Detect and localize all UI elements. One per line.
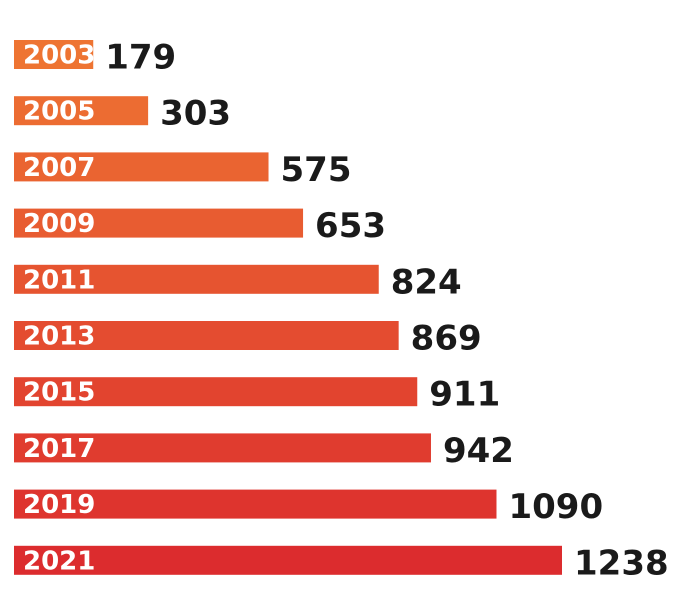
category-label-2005: 2005 [23, 97, 95, 127]
bar-2021 [14, 545, 562, 575]
bar-2015 [14, 377, 418, 407]
category-label-2019: 2019 [23, 490, 95, 520]
value-label-2005: 303 [160, 94, 231, 134]
bar-2011 [14, 264, 379, 294]
category-label-2009: 2009 [23, 209, 95, 239]
value-label-2007: 575 [281, 150, 352, 190]
value-label-2011: 824 [391, 262, 462, 302]
bar-2007 [14, 152, 269, 182]
category-label-2017: 2017 [23, 434, 95, 464]
value-label-2015: 911 [429, 375, 500, 415]
value-label-2003: 179 [105, 38, 176, 78]
bar-2019 [14, 489, 497, 519]
bars-group: 2003 179 2005 303 2007 575 2009 653 2011 824 2013 8… [14, 38, 669, 583]
value-label-2009: 653 [315, 206, 386, 246]
bar-2009 [14, 208, 304, 238]
bar-2017 [14, 433, 431, 463]
category-label-2003: 2003 [23, 41, 95, 71]
value-label-2017: 942 [443, 431, 514, 471]
value-label-2019: 1090 [508, 487, 603, 527]
category-label-2013: 2013 [23, 322, 95, 352]
category-label-2015: 2015 [23, 378, 95, 408]
value-label-2021: 1238 [574, 543, 669, 583]
bar-2013 [14, 321, 399, 350]
bar-2005 [14, 96, 149, 126]
bar-2003 [14, 40, 94, 69]
category-label-2021: 2021 [23, 546, 95, 576]
value-label-2013: 869 [411, 319, 482, 359]
category-label-2007: 2007 [23, 153, 95, 183]
category-label-2011: 2011 [23, 265, 95, 295]
